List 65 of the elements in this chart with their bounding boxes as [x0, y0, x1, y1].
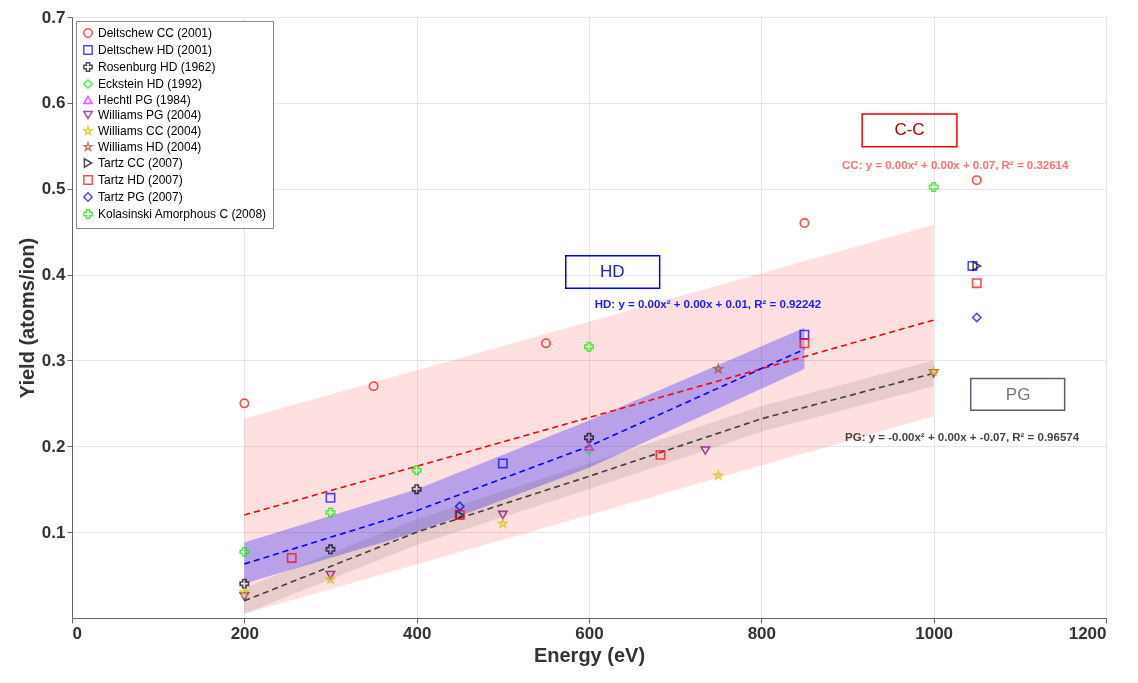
point — [799, 218, 810, 229]
legend-label: Williams HD (2004) — [98, 140, 202, 154]
point — [325, 570, 336, 580]
x-tick-label: 0 — [72, 623, 82, 643]
point — [411, 484, 422, 495]
point — [325, 492, 336, 503]
y-tick-label: 0.4 — [41, 265, 67, 285]
point — [239, 546, 250, 557]
point — [799, 338, 810, 349]
x-axis-title: Energy (eV) — [533, 643, 646, 666]
y-axis-title: Yield (atoms/ion) — [15, 237, 38, 399]
point — [497, 458, 508, 469]
point — [286, 552, 297, 563]
point — [655, 449, 666, 460]
annotation: HD: y = 0.00x² + 0.00x + 0.01, R² = 0.92242 — [594, 298, 822, 311]
legend-label: Rosenburg HD (1962) — [98, 60, 216, 74]
point — [584, 341, 594, 352]
legend-label: Williams CC (2004) — [98, 124, 202, 138]
x-tick-label: 200 — [230, 623, 260, 643]
point — [584, 444, 594, 455]
annotation: HD — [599, 262, 625, 281]
x-tick-label: 600 — [575, 623, 604, 643]
point — [239, 592, 250, 601]
point — [967, 261, 978, 271]
legend-label: Kolasinski Amorphous C (2008) — [98, 207, 267, 221]
point — [713, 470, 724, 480]
point — [540, 338, 551, 349]
point — [239, 578, 250, 589]
x-tick-label: 1000 — [915, 623, 954, 643]
point — [971, 312, 982, 323]
annotation: C-C — [894, 120, 925, 140]
point — [584, 441, 594, 451]
point — [325, 544, 336, 555]
point — [497, 510, 508, 520]
annotation: CC: y = 0.00x² + 0.00x + 0.07, R² = 0.32614 — [842, 158, 1069, 171]
annotation: PG: y = -0.00x² + 0.00x + -0.07, R² = 0.96574 — [845, 430, 1080, 443]
y-tick-label: 0.7 — [41, 7, 66, 27]
legend-label: Tartz HD (2007) — [98, 173, 183, 187]
legend-label: Eckstein HD (1992) — [98, 77, 203, 91]
y-tick-label: 0.3 — [41, 350, 66, 370]
annotation: PG — [1005, 384, 1031, 404]
point — [928, 182, 939, 192]
point — [239, 398, 250, 409]
point — [972, 261, 982, 271]
x-tick-label: 1200 — [1068, 623, 1107, 643]
legend-label: Deltschew CC (2001) — [98, 26, 213, 40]
y-tick-label: 0.6 — [41, 93, 66, 113]
point — [454, 501, 465, 512]
legend-label: Tartz CC (2007) — [98, 156, 183, 170]
point — [971, 175, 982, 186]
point — [584, 432, 594, 443]
point — [325, 507, 336, 518]
point — [700, 446, 711, 455]
legend-label: Williams PG (2004) — [98, 108, 202, 122]
point — [971, 278, 982, 289]
y-tick-label: 0.2 — [41, 436, 66, 456]
x-tick-label: 800 — [747, 623, 777, 643]
y-tick-label: 0.5 — [41, 179, 66, 199]
point — [368, 381, 379, 392]
x-tick-label: 400 — [402, 623, 432, 643]
legend-label: Tartz PG (2007) — [98, 190, 183, 204]
point — [411, 465, 422, 476]
legend-label: Hechtl PG (1984) — [98, 93, 191, 107]
y-tick-label: 0.1 — [41, 522, 66, 542]
legend-label: Deltschew HD (2001) — [98, 43, 213, 57]
